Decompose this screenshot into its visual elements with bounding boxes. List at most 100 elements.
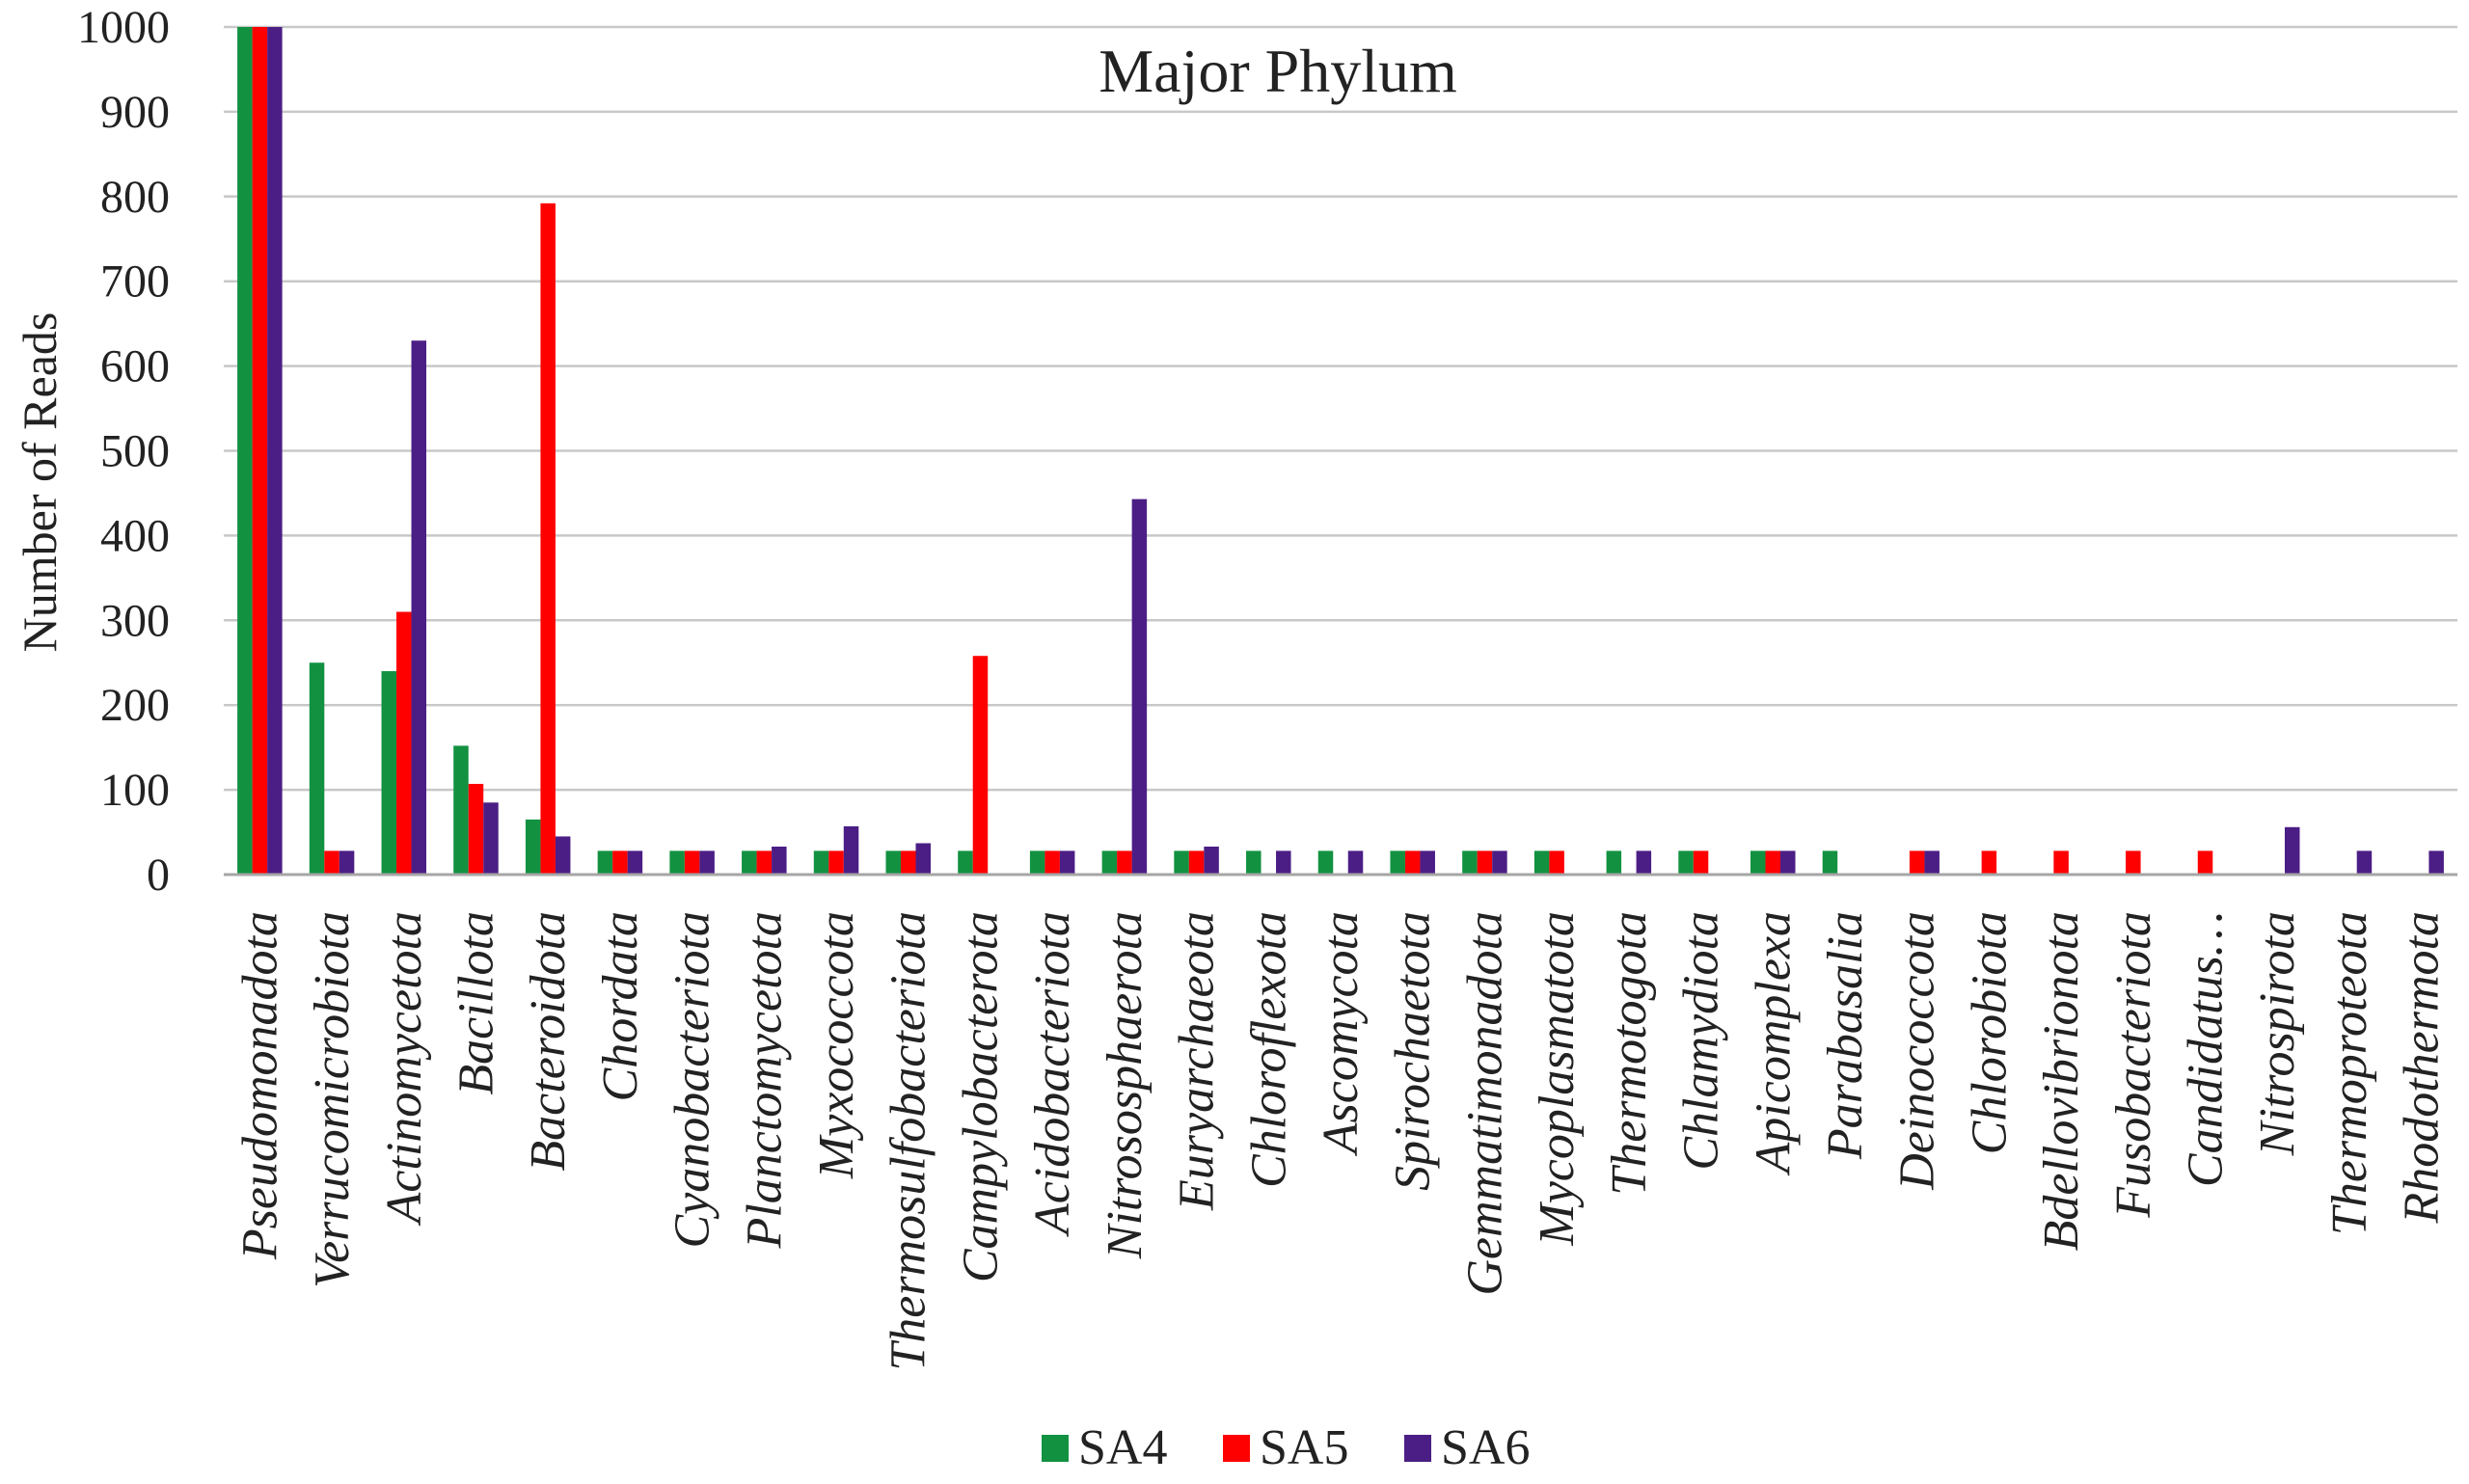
bar-sa5-planctomycetota: [756, 850, 773, 875]
bar-sa5-mycoplasmatota: [1549, 850, 1564, 875]
bar-sa6-rhodothermota: [2428, 850, 2444, 875]
bar-sa6-deinococcota: [1924, 850, 1940, 875]
bar-sa4-chloroflexota: [1246, 850, 1262, 875]
x-tick-label: Myxococcota: [809, 911, 864, 1179]
bar-sa4-euryarchaeota: [1174, 850, 1189, 875]
bar-sa6-thermoproteota: [2356, 850, 2373, 875]
bar-sa4-actinomycetota: [381, 671, 397, 875]
y-tick-label: 600: [100, 341, 170, 392]
bar-sa4-cyanobacteriota: [669, 850, 685, 875]
y-tick-label: 900: [100, 87, 170, 138]
bar-sa4-spirochaetota: [1390, 850, 1405, 875]
bar-sa4-parabasalia: [1822, 850, 1838, 875]
bar-sa4-verrucomicrobiota: [309, 662, 325, 875]
y-tick-label: 700: [100, 256, 170, 308]
y-tick-label: 300: [100, 595, 170, 646]
bar-sa6-chloroflexota: [1276, 850, 1291, 875]
x-tick-label: Apicomplexa: [1746, 911, 1801, 1175]
bar-sa5-chlamydiota: [1693, 850, 1709, 875]
bar-sa6-myxococcota: [843, 825, 859, 875]
y-tick-label: 100: [100, 765, 170, 816]
bar-sa4-planctomycetota: [742, 850, 757, 875]
bar-sa4-bacteroidota: [525, 819, 541, 875]
x-tick-label: Verrucomicrobiota: [305, 911, 360, 1288]
bar-sa4-bacillota: [453, 745, 469, 875]
legend-swatch-sa6: [1404, 1435, 1431, 1462]
bar-sa5-spirochaetota: [1404, 850, 1421, 875]
x-tick-label: Chlorobiota: [1962, 911, 2017, 1154]
bar-sa4-gemmatimonadota: [1462, 850, 1478, 875]
legend-label-sa4: SA4: [1078, 1420, 1167, 1475]
bar-sa6-actinomycetota: [411, 340, 427, 876]
x-tick-label: Chlamydiota: [1674, 911, 1729, 1171]
bar-sa5-cyanobacteriota: [684, 850, 700, 875]
legend-swatch-sa5: [1223, 1435, 1250, 1462]
bar-sa5-bacillota: [468, 783, 484, 875]
x-tick-label: Mycoplasmatota: [1530, 911, 1585, 1247]
bar-sa6-nitrospirota: [2284, 826, 2300, 875]
x-tick-label: Candidatus…: [2179, 911, 2234, 1187]
bar-sa5-gemmatimonadota: [1477, 850, 1493, 875]
bar-sa5-verrucomicrobiota: [324, 850, 339, 875]
bar-sa4-campylobacterota: [958, 850, 973, 875]
bar-sa4-chordata: [597, 850, 613, 875]
bars: [237, 27, 2444, 876]
x-tick-labels: Pseudomonadota Verrucomicrobiota Actinomyc…: [232, 911, 2449, 1371]
bar-sa6-acidobacteriota: [1059, 850, 1075, 875]
bar-sa5-fusobacteriota: [2126, 850, 2141, 875]
x-tick-label: Chordata: [593, 911, 648, 1101]
gridlines: [224, 25, 2457, 792]
bar-sa5-campylobacterota: [972, 656, 989, 875]
x-tick-label: Thermosulfobacteriota: [882, 911, 936, 1371]
bar-sa6-ascomycota: [1347, 850, 1364, 875]
bar-sa4-chlamydiota: [1678, 850, 1694, 875]
x-tick-label: Thermotogota: [1602, 911, 1657, 1196]
chart-title: Major Phylum: [1099, 37, 1457, 105]
bar-sa6-bacteroidota: [555, 836, 571, 875]
bar-sa6-planctomycetota: [772, 846, 787, 875]
bar-sa5-chordata: [612, 850, 628, 875]
x-tick-label: Cyanobacteriota: [665, 911, 720, 1249]
legend-label-sa5: SA5: [1260, 1420, 1348, 1475]
y-tick-labels: 0 100 200 300 400 500 600 700 800 900 1000: [77, 2, 170, 901]
bar-sa6-apicomplexa: [1780, 850, 1796, 875]
bar-sa5-myxococcota: [828, 850, 844, 875]
x-tick-label: Bacillota: [448, 911, 503, 1095]
bar-sa5-apicomplexa: [1765, 850, 1781, 875]
legend-label-sa6: SA6: [1441, 1420, 1530, 1475]
bar-sa4-apicomplexa: [1750, 850, 1766, 875]
bar-sa4-nitrososphaerota: [1101, 850, 1118, 875]
bar-sa5-actinomycetota: [396, 611, 412, 875]
x-tick-label: Campylobacterota: [953, 911, 1008, 1282]
x-tick-label: Rhodothermota: [2395, 911, 2450, 1225]
bar-sa5-pseudomonadota: [252, 27, 268, 875]
bar-sa4-acidobacteriota: [1029, 850, 1045, 875]
bar-sa5-candidatus: [2197, 850, 2213, 875]
y-axis-title: Number of Reads: [13, 312, 67, 653]
y-tick-label: 400: [100, 510, 170, 561]
bar-sa5-acidobacteriota: [1045, 850, 1060, 875]
x-tick-label: Ascomycota: [1314, 911, 1369, 1156]
x-tick-label: Spirochaetota: [1386, 911, 1441, 1191]
bar-sa6-thermotogota: [1636, 850, 1652, 875]
x-tick-label: Nitrospirota: [2250, 911, 2305, 1156]
x-tick-label: Euryarchaeota: [1170, 911, 1225, 1211]
bar-sa6-chordata: [627, 850, 643, 875]
bar-sa6-pseudomonadota: [267, 27, 283, 875]
bar-sa4-mycoplasmatota: [1533, 850, 1550, 875]
y-tick-label: 200: [100, 680, 170, 731]
x-tick-label: Chloroflexota: [1241, 911, 1296, 1188]
bar-sa4-thermosulfobacteriota: [885, 850, 901, 875]
x-tick-label: Acidobacteriota: [1025, 911, 1080, 1237]
bar-sa6-spirochaetota: [1420, 850, 1435, 875]
bar-sa5-thermosulfobacteriota: [900, 850, 916, 875]
y-tick-label: 0: [147, 850, 170, 901]
bar-sa4-pseudomonadota: [237, 27, 253, 875]
x-tick-label: Gemmatimonadota: [1457, 911, 1512, 1296]
bar-sa4-ascomycota: [1317, 850, 1334, 875]
bar-sa6-cyanobacteriota: [699, 850, 715, 875]
x-tick-label: Bdellovibrionota: [2034, 911, 2089, 1251]
y-tick-label: 1000: [77, 2, 170, 53]
x-tick-label: Pseudomonadota: [232, 911, 287, 1260]
